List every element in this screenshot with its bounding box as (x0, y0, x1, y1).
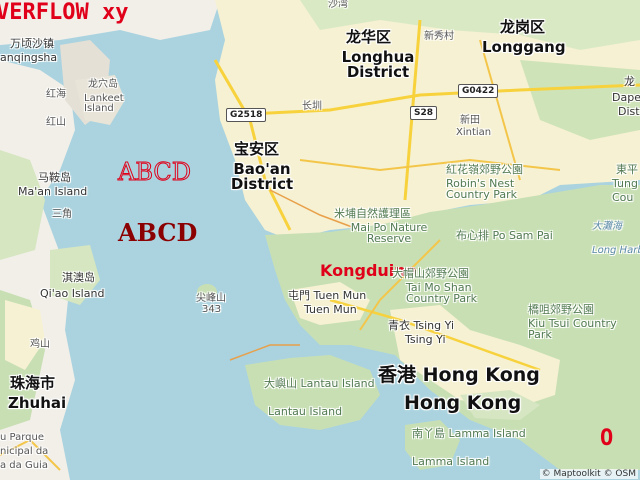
city-hongkong-en: Hong Kong (404, 392, 522, 414)
place-maan-en: Ma'an Island (18, 185, 88, 198)
park-robins-zh: 紅花嶺郊野公園 (446, 163, 523, 176)
city-zhuhai-zh: 珠海市 (10, 374, 56, 392)
road-shield-s28: S28 (410, 106, 438, 120)
place-xinhe: 新秀村 (424, 31, 454, 42)
place-tuenmun-en: Tuen Mun (304, 303, 357, 316)
place-poshan: 布心排 Po Sam Pai (456, 229, 553, 242)
place-jigou: 鸡山 (30, 339, 50, 350)
place-wanqingsha-zh: 万顷沙镇 (10, 37, 54, 50)
map-attribution[interactable]: © Maptoolkit © OSM (539, 469, 638, 479)
country-partial: Cou (612, 191, 634, 204)
road-shield-g0422: G0422 (458, 84, 499, 98)
abcd-outline-overlay: ABCD (117, 158, 192, 187)
dong-partial: 東平 (616, 163, 638, 176)
place-parque-1: u Parque (0, 432, 44, 443)
place-lantau-zh: 大嶼山 Lantau Island (264, 377, 375, 390)
place-xintian-en: Xintian (456, 127, 492, 138)
place-parque-2: nicipal da (0, 446, 49, 457)
park-taimoshan-en: Tai Mo Shan Country Park (406, 281, 477, 305)
district-longgang-zh: 龙岗区 (500, 18, 546, 36)
district-dapeng-partial-zh: 龙 (624, 75, 635, 88)
place-lankeet-en: Lankeet Island (84, 93, 124, 114)
place-parque-3: a da Guia (0, 460, 48, 471)
place-wanqingsha-en: anqingsha (0, 51, 58, 64)
island-343-elevation: 343 (202, 304, 222, 315)
road-shield-g2518: G2518 (226, 108, 267, 122)
park-taimoshan-zh: 大帽山郊野公園 (392, 267, 469, 280)
park-maipo-en: Mai Po Nature Reserve (350, 221, 428, 245)
place-lankeet-zh: 龙穴岛 (88, 79, 118, 90)
place-qiao-zh: 淇澳岛 (62, 271, 95, 284)
place-sanjiao: 三角 (52, 209, 72, 220)
place-changyuan: 长圳 (302, 101, 322, 112)
district-baoan-en: Bao'an District (230, 160, 294, 193)
place-tuenmun-zh: 屯門 Tuen Mun (288, 289, 367, 302)
place-hongshan: 红海 (46, 89, 66, 100)
park-maipo-zh: 米埔自然護理區 (334, 207, 411, 220)
district-baoan-zh: 宝安区 (234, 140, 280, 158)
water-longharbour-en: Long Harbour (592, 245, 640, 256)
poi-label-kongduino[interactable]: Kongduino (320, 261, 417, 280)
abcd-bold-overlay: ABCD (118, 218, 198, 247)
park-robins-en: Robin's Nest Country Park (446, 177, 517, 201)
city-zhuhai-en: Zhuhai (8, 394, 67, 412)
place-tsingyi-en: Tsing Yi (405, 333, 446, 346)
island-343-zh: 尖峰山 (196, 293, 226, 304)
city-hongkong-zh: 香港 Hong Kong (378, 364, 540, 386)
place-lantau-en: Lantau Island (268, 405, 343, 418)
place-lamma-en: Lamma Island (412, 455, 490, 468)
right-edge-overlay-text: O (600, 426, 614, 451)
place-maan-zh: 马鞍岛 (38, 171, 71, 184)
place-xintian-zh: 新田 (460, 115, 480, 126)
water-longharbour-zh: 大灘海 (592, 221, 622, 232)
place-shanlin: 沙湾 (328, 0, 348, 10)
district-longhua-zh: 龙华区 (346, 28, 392, 46)
place-qiao-en: Qi'ao Island (40, 287, 105, 300)
place-lamma-zh: 南丫島 Lamma Island (412, 427, 526, 440)
park-kiutsui-en: Kiu Tsui Country Park (528, 317, 617, 341)
overflow-text-overlay: VERFLOW xy (0, 0, 129, 25)
district-longhua-en: Longhua District (341, 48, 415, 81)
district-dapeng-partial-en2: Distr (618, 105, 640, 118)
district-longgang-en: Longgang (482, 38, 566, 56)
tung-partial: Tung (612, 177, 638, 190)
place-hongshan2: 红山 (46, 117, 66, 128)
place-tsingyi-zh: 青衣 Tsing Yi (388, 319, 455, 332)
district-dapeng-partial-en: Dape (612, 91, 640, 104)
park-kiutsui-zh: 橋咀郊野公園 (528, 303, 594, 316)
